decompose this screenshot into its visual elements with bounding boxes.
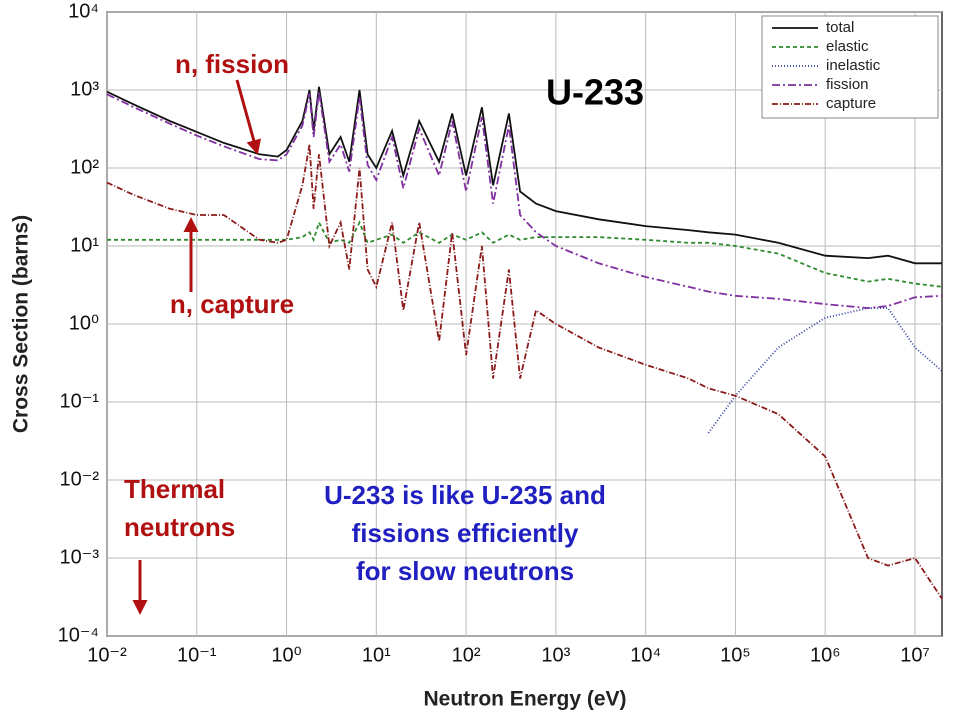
- x-tick-label: 10⁷: [900, 644, 929, 666]
- x-tick-label: 10⁶: [810, 644, 840, 666]
- annotation: fissions efficiently: [352, 518, 579, 548]
- annotation: Thermal: [124, 474, 225, 504]
- legend-box: [761, 15, 939, 119]
- x-tick-label: 10⁰: [271, 644, 301, 666]
- legend-label: capture: [826, 95, 876, 112]
- y-tick-label: 10³: [70, 78, 99, 100]
- series-line: [106, 91, 943, 310]
- arrow: [235, 79, 262, 155]
- annotation: n, capture: [170, 289, 294, 319]
- y-tick-label: 10²: [70, 156, 99, 178]
- series-line: [106, 144, 943, 600]
- annotation: for slow neutrons: [356, 556, 574, 586]
- annotation: neutrons: [124, 512, 235, 542]
- x-tick-label: 10³: [541, 644, 570, 666]
- y-tick-label: 10⁰: [69, 312, 99, 334]
- x-tick-label: 10⁻¹: [177, 644, 217, 666]
- x-tick-label: 10¹: [362, 644, 391, 666]
- legend-label: total: [826, 19, 854, 36]
- y-tick-label: 10⁻¹: [60, 390, 100, 412]
- chart-title: U-233: [546, 72, 644, 113]
- x-axis-label: Neutron Energy (eV): [423, 688, 626, 711]
- x-tick-label: 10⁵: [720, 644, 751, 666]
- y-tick-label: 10¹: [70, 234, 99, 256]
- annotations: n, fission n, capture Thermal neutrons U-233…: [124, 49, 606, 586]
- legend-label: fission: [826, 76, 869, 93]
- y-tick-label: 10⁻³: [60, 546, 100, 568]
- y-tick-label: 10⁻⁴: [58, 624, 99, 646]
- legend-label: elastic: [826, 38, 869, 55]
- series-line: [106, 86, 942, 265]
- lines: [106, 86, 943, 600]
- x-tick-label: 10⁴: [630, 644, 661, 666]
- x-tick-label: 10⁻²: [87, 644, 127, 666]
- annotation: U-233 is like U-235 and: [324, 480, 606, 510]
- y-tick-label: 10⁻²: [60, 468, 100, 490]
- legend-label: inelastic: [826, 57, 881, 74]
- annotation: n, fission: [175, 49, 289, 79]
- series-line: [107, 220, 943, 288]
- legend: total elastic inelastic fission capture: [761, 15, 939, 119]
- y-tick-label: 10⁴: [68, 0, 99, 22]
- x-tick-label: 10²: [452, 644, 481, 666]
- y-axis-label: Cross Section (barns): [10, 215, 33, 433]
